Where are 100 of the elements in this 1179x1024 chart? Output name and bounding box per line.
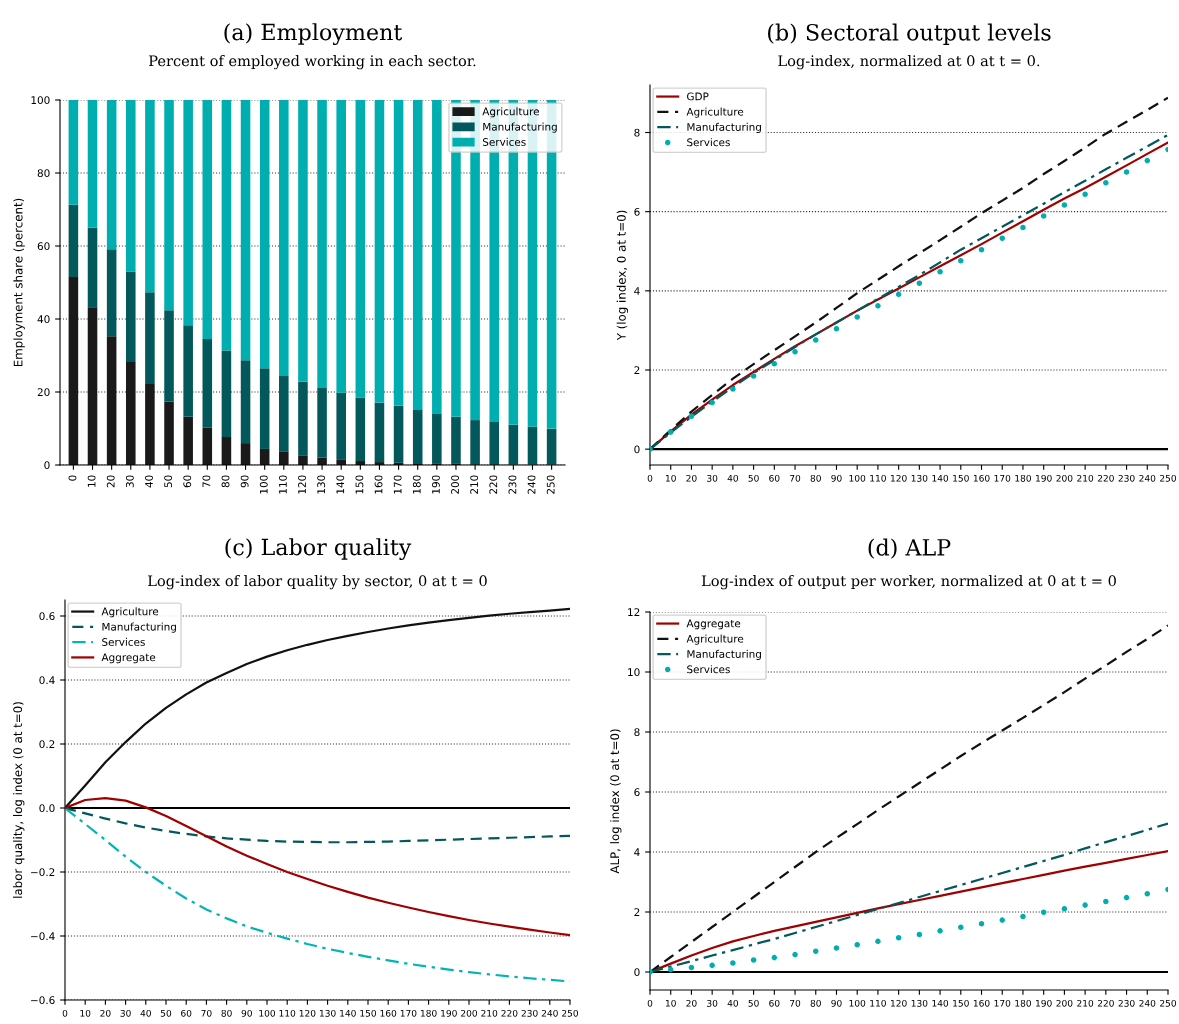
x-tick-label: 200 (461, 1009, 478, 1017)
chart-title: (d) ALP (868, 538, 951, 559)
x-tick-label: 150 (360, 1009, 377, 1017)
x-tick-label: 50 (160, 1009, 172, 1017)
x-tick-label: 240 (1139, 474, 1156, 482)
y-axis-title: labor quality, log index (0 at t=0) (13, 702, 25, 898)
x-tick-label: 0 (647, 999, 653, 1007)
legend-label: Manufacturing (687, 122, 761, 133)
x-tick-label: 110 (870, 474, 886, 482)
x-tick-label: 240 (1139, 999, 1156, 1007)
x-tick-label: 140 (336, 475, 345, 494)
x-tick-label: 200 (1056, 999, 1073, 1007)
x-tick-label: 240 (527, 475, 536, 494)
x-tick-label: 180 (412, 475, 421, 494)
legend-label: Agriculture (482, 107, 540, 118)
x-tick-label: 130 (911, 474, 928, 482)
x-tick-label: 250 (546, 475, 555, 494)
x-tick-label: 0 (62, 1009, 68, 1017)
legend-label: Agriculture (686, 634, 744, 645)
x-tick-label: 40 (140, 1009, 151, 1017)
y-tick-label: 80 (37, 169, 50, 178)
x-tick-label: 170 (393, 475, 402, 494)
legend-label: Agriculture (101, 607, 159, 618)
y-tick-label: −0.6 (31, 996, 55, 1005)
x-tick-label: 70 (201, 1009, 212, 1017)
y-tick-label: 8 (634, 128, 640, 137)
x-tick-label: 0 (647, 474, 653, 482)
x-tick-label: 70 (790, 999, 801, 1007)
x-tick-label: 230 (508, 475, 517, 494)
x-tick-label: 190 (431, 475, 440, 494)
x-tick-label: 30 (125, 475, 134, 488)
legend-label: Aggregate (686, 619, 741, 630)
x-tick-label: 210 (470, 475, 479, 494)
x-tick-label: 60 (769, 474, 780, 482)
y-tick-label: 60 (37, 242, 50, 251)
y-tick-label: 0.0 (39, 804, 55, 813)
x-tick-label: 210 (1077, 474, 1094, 482)
x-tick-label: 130 (317, 475, 326, 494)
x-tick-label: 150 (953, 474, 969, 482)
x-tick-label: 160 (374, 475, 383, 494)
x-tick-label: 120 (891, 474, 907, 482)
x-tick-label: 250 (1160, 999, 1177, 1007)
y-tick-label: 0.4 (39, 676, 55, 685)
x-tick-label: 90 (240, 475, 249, 488)
x-tick-label: 80 (810, 474, 821, 482)
x-tick-label: 90 (241, 1009, 252, 1017)
y-axis-title: Employment share (percent) (13, 198, 25, 367)
x-tick-label: 60 (181, 1009, 192, 1017)
legend-label: Agriculture (686, 107, 744, 118)
y-tick-label: 4 (634, 287, 640, 295)
y-axis-title: Y (log index, 0 at t=0) (616, 210, 629, 341)
x-tick-label: 100 (259, 1009, 276, 1017)
x-tick-label: 0 (68, 475, 77, 481)
y-axis-title: ALP, log index (0 at t=0) (610, 729, 622, 874)
y-tick-label: 2 (634, 366, 640, 374)
legend-label: Services (687, 665, 730, 674)
chart-title: (b) Sectoral output levels (768, 23, 1051, 45)
x-tick-label: 110 (870, 999, 886, 1007)
x-tick-label: 10 (665, 999, 676, 1007)
x-tick-label: 220 (1097, 999, 1114, 1007)
y-tick-label: 0 (634, 445, 640, 454)
chart-title: (c) Labor quality (225, 538, 412, 560)
legend-label: GDP (687, 92, 709, 101)
x-tick-label: 120 (299, 1009, 316, 1017)
x-tick-label: 100 (849, 999, 866, 1007)
x-tick-label: 30 (120, 1009, 131, 1017)
y-tick-label: 0 (634, 968, 640, 977)
x-tick-label: 60 (183, 475, 192, 488)
y-tick-label: 20 (37, 388, 50, 397)
x-tick-label: 110 (279, 1009, 296, 1017)
x-tick-label: 120 (891, 999, 907, 1007)
x-tick-label: 120 (298, 475, 306, 494)
x-tick-label: 180 (1015, 999, 1031, 1007)
y-tick-label: 0.6 (39, 612, 55, 621)
y-tick-label: 40 (37, 315, 50, 324)
x-tick-label: 250 (1160, 474, 1177, 482)
x-tick-label: 130 (911, 999, 928, 1007)
x-tick-label: 250 (562, 1009, 579, 1017)
x-tick-label: 20 (100, 1009, 111, 1017)
x-tick-label: 70 (202, 475, 211, 488)
x-tick-label: 10 (80, 1009, 91, 1017)
y-tick-label: 100 (31, 96, 50, 105)
x-tick-label: 90 (831, 474, 842, 482)
x-tick-label: 80 (810, 999, 821, 1007)
x-tick-label: 50 (164, 475, 173, 488)
x-tick-label: 80 (221, 475, 230, 488)
x-tick-label: 190 (441, 1009, 457, 1017)
x-tick-label: 230 (521, 1009, 538, 1017)
x-tick-label: 50 (748, 474, 759, 482)
x-tick-label: 150 (355, 475, 364, 494)
x-tick-label: 70 (790, 474, 801, 482)
x-tick-label: 190 (1036, 474, 1052, 482)
x-tick-label: 40 (727, 999, 739, 1007)
legend-label: Manufacturing (102, 622, 176, 633)
legend-label: Services (102, 637, 145, 646)
x-tick-label: 30 (707, 999, 718, 1007)
x-tick-label: 110 (278, 475, 287, 494)
chart-title: (a) Employment (224, 23, 403, 45)
x-tick-label: 170 (994, 474, 1011, 482)
y-tick-label: 2 (634, 908, 640, 916)
